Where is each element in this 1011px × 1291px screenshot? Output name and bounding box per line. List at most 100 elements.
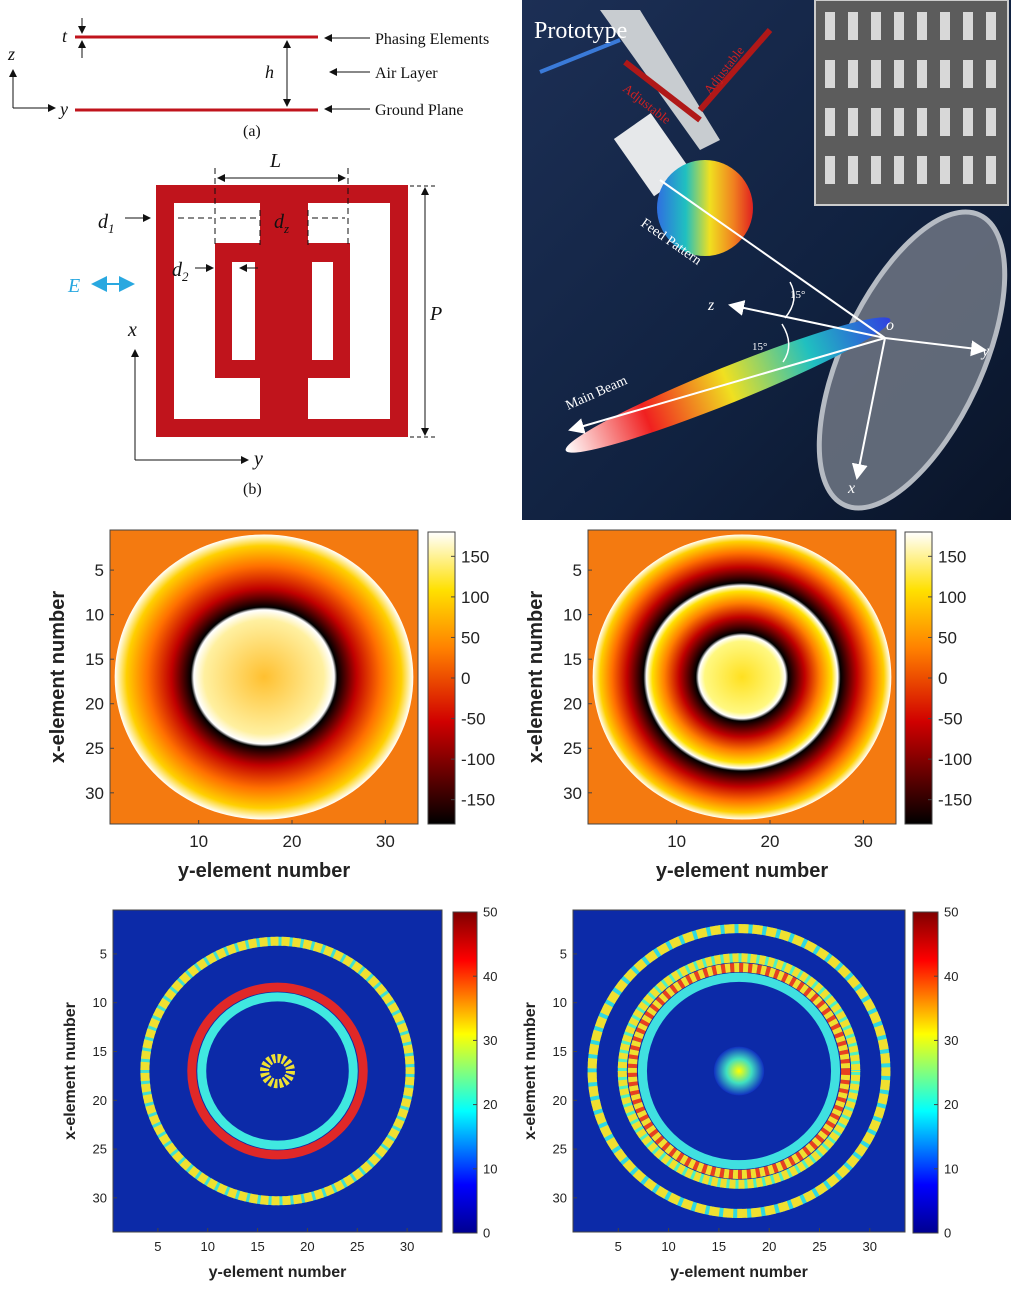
angle-arc bbox=[784, 281, 795, 319]
label: o bbox=[886, 317, 894, 334]
plot-frame bbox=[572, 909, 906, 1233]
label: d1 bbox=[98, 211, 115, 236]
heatmap-blob bbox=[713, 1046, 765, 1096]
colorbar-tick-label: 100 bbox=[938, 588, 966, 607]
colorbar-tick-label: 0 bbox=[944, 1226, 951, 1241]
x-tick-label: 20 bbox=[300, 1239, 314, 1254]
x-tick-label: 10 bbox=[667, 832, 686, 851]
y-tick-label: 20 bbox=[553, 1093, 567, 1108]
colorbar-tick-label: 10 bbox=[944, 1161, 958, 1176]
y-axis bbox=[884, 337, 987, 357]
colorbar-tick-label: -50 bbox=[461, 710, 486, 729]
label: h bbox=[265, 62, 274, 82]
colorbar bbox=[912, 911, 939, 1234]
y-tick-label: 10 bbox=[93, 995, 107, 1010]
y-tick-label: 25 bbox=[85, 739, 104, 758]
x-tick-label: 20 bbox=[762, 1239, 776, 1254]
y-tick-label: 10 bbox=[563, 606, 582, 625]
colorbar-tick-label: 100 bbox=[461, 588, 489, 607]
label: x bbox=[127, 319, 137, 341]
heatmap-ring bbox=[637, 972, 841, 1170]
x-tick-label: 20 bbox=[283, 832, 302, 851]
x-axis-label: y-element number bbox=[178, 860, 350, 882]
x-axis-label: y-element number bbox=[656, 860, 828, 882]
label: L bbox=[269, 150, 281, 172]
y-tick-label: 20 bbox=[85, 695, 104, 714]
y-tick-label: 20 bbox=[93, 1093, 107, 1108]
x-axis bbox=[851, 337, 886, 480]
diagram-a: t h z y Phasing Elements Air Layer Groun… bbox=[7, 18, 489, 140]
colorbar-tick-label: -100 bbox=[461, 750, 495, 769]
main-beam bbox=[565, 317, 891, 453]
label: dz bbox=[274, 211, 289, 236]
label: Ground Plane bbox=[375, 102, 463, 119]
label: y bbox=[252, 448, 263, 470]
y-tick-label: 30 bbox=[85, 784, 104, 803]
y-tick-label: 30 bbox=[553, 1190, 567, 1205]
x-tick-label: 10 bbox=[661, 1239, 675, 1254]
label: 15° bbox=[752, 341, 767, 353]
y-axis-label: x-element number bbox=[525, 591, 547, 763]
colorbar-tick-label: 50 bbox=[483, 905, 497, 920]
colorbar-tick-label: 20 bbox=[944, 1097, 958, 1112]
feed-pattern bbox=[657, 160, 753, 256]
x-axis-label: y-element number bbox=[209, 1264, 347, 1281]
y-tick-label: 5 bbox=[560, 946, 567, 961]
y-tick-label: 5 bbox=[95, 561, 104, 580]
label: d bbox=[172, 259, 183, 281]
adjuster bbox=[623, 59, 702, 123]
label: z bbox=[7, 44, 15, 64]
y-tick-label: 20 bbox=[563, 695, 582, 714]
colorbar-tick-label: 150 bbox=[461, 547, 489, 566]
colorbar-tick-label: 0 bbox=[461, 669, 470, 688]
heatmap-ring bbox=[587, 924, 891, 1218]
colorbar-tick-label: 40 bbox=[483, 969, 497, 984]
x-axis-label: y-element number bbox=[670, 1264, 808, 1281]
label: E bbox=[67, 275, 80, 297]
x-tick-label: 20 bbox=[761, 832, 780, 851]
colorbar-tick-label: 30 bbox=[944, 1033, 958, 1048]
label: Phasing Elements bbox=[375, 31, 489, 48]
heatmap-ring bbox=[187, 982, 368, 1160]
y-tick-label: 25 bbox=[563, 739, 582, 758]
heatmap-ring bbox=[140, 936, 415, 1206]
heatmap-ring bbox=[260, 1053, 295, 1089]
label: Air Layer bbox=[375, 65, 438, 82]
colorbar-tick-label: -150 bbox=[461, 791, 495, 810]
x-tick-label: 30 bbox=[376, 832, 395, 851]
label: z bbox=[283, 221, 289, 236]
label: P bbox=[429, 303, 442, 325]
photo: Prototype Adjustable Adjustable Feed Pat… bbox=[522, 0, 1011, 520]
cell-bar bbox=[260, 185, 308, 437]
z-axis bbox=[728, 300, 886, 339]
colorbar-tick-label: 30 bbox=[483, 1033, 497, 1048]
y-axis-label: x-element number bbox=[47, 591, 69, 763]
colorbar-tick-label: 0 bbox=[483, 1226, 490, 1241]
colorbar-tick-label: 10 bbox=[483, 1161, 497, 1176]
cable bbox=[539, 38, 621, 74]
error-map: 5 10 15 20 25 30 5 10 15 20 25 30 y-element number x-… bbox=[62, 905, 497, 1281]
phase-map: 10 20 30 5 10 15 20 25 30 y-element number x-eleme… bbox=[47, 529, 495, 882]
inset-elements bbox=[825, 12, 996, 184]
cell-slot bbox=[308, 243, 350, 378]
maps: 10 20 30 5 10 15 20 25 30 y-element number x-eleme… bbox=[47, 529, 972, 1281]
angle-arc bbox=[781, 323, 790, 363]
cell-slot bbox=[215, 243, 260, 378]
label: y bbox=[58, 99, 68, 119]
y-tick-label: 25 bbox=[553, 1142, 567, 1157]
adjuster bbox=[697, 28, 773, 112]
y-tick-label: 15 bbox=[85, 650, 104, 669]
colorbar-tick-label: 20 bbox=[483, 1097, 497, 1112]
heatmap-pattern bbox=[592, 534, 892, 820]
heatmap-ring bbox=[617, 953, 861, 1189]
photo-title: Prototype bbox=[534, 18, 627, 44]
colorbar-tick-label: 150 bbox=[938, 547, 966, 566]
inset-photo bbox=[814, 0, 1009, 206]
y-tick-label: 10 bbox=[85, 606, 104, 625]
colorbar-tick-label: 0 bbox=[938, 669, 947, 688]
label: t bbox=[62, 26, 68, 46]
colorbar-tick-label: 40 bbox=[944, 969, 958, 984]
x-tick-label: 10 bbox=[200, 1239, 214, 1254]
caption: (a) bbox=[243, 123, 261, 140]
